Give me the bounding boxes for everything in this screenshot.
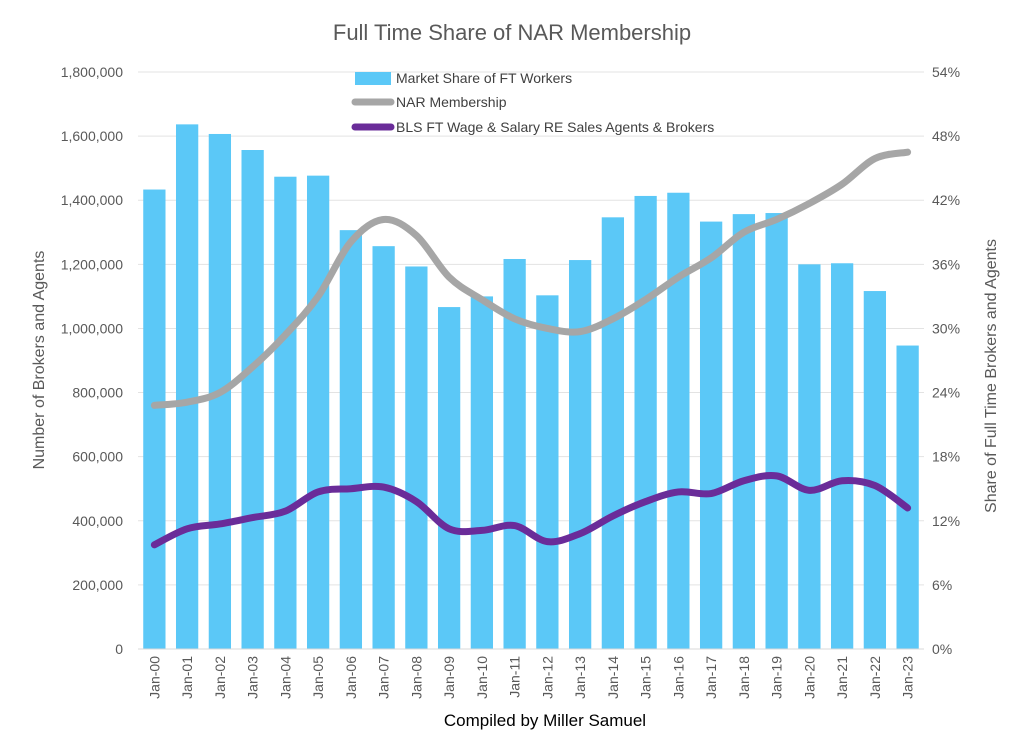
- x-tick-label: Jan-08: [408, 656, 424, 699]
- bar: [306, 175, 330, 649]
- bar: [830, 263, 854, 649]
- right-axis: 0% 6% 12% 18% 24% 30% 36% 42% 48% 54%: [932, 64, 960, 657]
- bar: [601, 217, 625, 649]
- x-tick-label: Jan-23: [900, 656, 916, 699]
- legend: Market Share of FT Workers NAR Membership…: [351, 70, 714, 135]
- bls-ft-agents-line: [150, 472, 912, 549]
- bar-series: [143, 124, 919, 650]
- left-tick-label: 800,000: [72, 385, 123, 401]
- right-tick-label: 0%: [932, 641, 952, 657]
- bar: [241, 150, 264, 650]
- x-axis: Jan-00 Jan-01 Jan-02 Jan-03 Jan-04 Jan-05 Jan-…: [146, 656, 915, 699]
- legend-label: Market Share of FT Workers: [396, 70, 572, 86]
- bar: [732, 214, 756, 649]
- x-tick-label: Jan-21: [834, 656, 850, 699]
- bar: [634, 195, 657, 649]
- bar: [503, 258, 526, 649]
- bar: [536, 295, 559, 649]
- x-tick-label: Jan-16: [670, 656, 686, 699]
- x-tick-label: Jan-11: [507, 656, 523, 698]
- y-axis-left-title: Number of Brokers and Agents: [31, 251, 48, 470]
- x-tick-label: Jan-13: [572, 656, 588, 699]
- right-tick-label: 54%: [932, 64, 960, 80]
- x-tick-label: Jan-14: [605, 656, 621, 699]
- right-tick-label: 12%: [932, 513, 960, 529]
- x-tick-label: Jan-12: [539, 656, 555, 699]
- x-tick-label: Jan-19: [769, 656, 785, 699]
- bar: [896, 345, 919, 649]
- bar: [470, 296, 494, 649]
- right-tick-label: 24%: [932, 385, 960, 401]
- x-tick-label: Jan-20: [801, 656, 817, 699]
- chart-title: Full Time Share of NAR Membership: [333, 20, 691, 45]
- bar: [798, 264, 821, 649]
- x-tick-label: Jan-04: [277, 656, 293, 699]
- x-tick-label: Jan-15: [638, 656, 654, 699]
- left-tick-label: 1,000,000: [61, 320, 123, 336]
- left-tick-label: 1,600,000: [61, 128, 123, 144]
- x-tick-label: Jan-03: [245, 656, 261, 699]
- x-tick-label: Jan-09: [441, 656, 457, 699]
- right-tick-label: 6%: [932, 577, 952, 593]
- right-tick-label: 18%: [932, 449, 960, 465]
- gridlines: [138, 71, 924, 586]
- bar: [863, 291, 887, 649]
- bar: [405, 266, 428, 649]
- bar: [175, 124, 199, 649]
- left-tick-label: 400,000: [72, 513, 123, 529]
- bar: [372, 246, 395, 649]
- left-tick-label: 1,800,000: [61, 64, 123, 80]
- right-tick-label: 42%: [932, 192, 960, 208]
- left-tick-label: 200,000: [72, 577, 123, 593]
- line-series: [150, 148, 912, 549]
- bar: [274, 176, 297, 649]
- left-tick-label: 600,000: [72, 449, 123, 465]
- x-tick-label: Jan-22: [867, 656, 883, 699]
- right-tick-label: 48%: [932, 128, 960, 144]
- x-tick-label: Jan-00: [146, 656, 162, 699]
- x-tick-label: Jan-17: [703, 656, 719, 699]
- bar: [765, 213, 788, 650]
- footer-credit: Compiled by Miller Samuel: [444, 711, 646, 730]
- x-tick-label: Jan-07: [376, 656, 392, 699]
- y-axis-right-title: Share of Full Time Brokers and Agents: [983, 239, 1000, 513]
- legend-label: BLS FT Wage & Salary RE Sales Agents & B…: [396, 119, 714, 135]
- bar: [143, 189, 166, 649]
- left-axis: 0 200,000 400,000 600,000 800,000 1,000,000 1,…: [61, 64, 124, 657]
- bar: [437, 307, 461, 649]
- x-tick-label: Jan-05: [310, 656, 326, 699]
- x-tick-label: Jan-18: [736, 656, 752, 699]
- right-tick-label: 30%: [932, 320, 960, 336]
- x-tick-label: Jan-02: [212, 656, 228, 699]
- legend-label: NAR Membership: [396, 94, 507, 110]
- bar: [699, 221, 723, 649]
- bar: [339, 230, 363, 649]
- left-tick-label: 1,400,000: [61, 192, 123, 208]
- bar: [568, 260, 592, 649]
- left-tick-label: 1,200,000: [61, 256, 123, 272]
- x-tick-label: Jan-06: [343, 656, 359, 699]
- nar-membership-line: [150, 148, 912, 409]
- x-tick-label: Jan-10: [474, 656, 490, 699]
- x-tick-label: Jan-01: [179, 656, 195, 699]
- bar: [667, 192, 690, 649]
- right-tick-label: 36%: [932, 256, 960, 272]
- left-tick-label: 0: [115, 641, 123, 657]
- legend-swatch: [355, 72, 391, 85]
